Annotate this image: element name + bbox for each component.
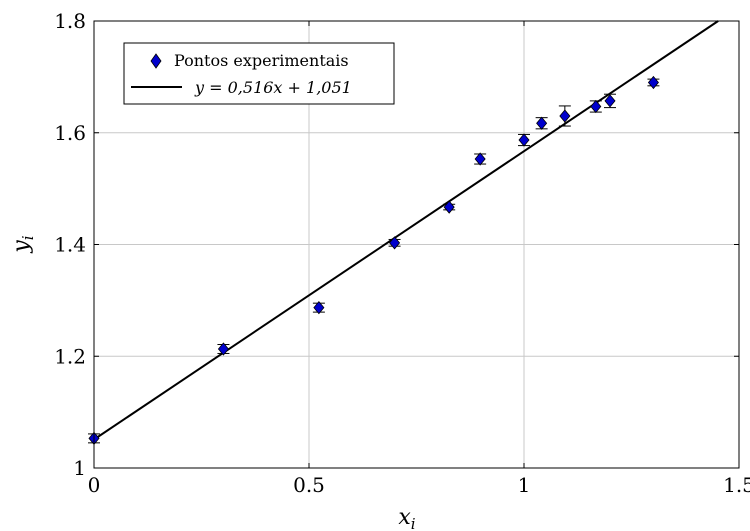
- x-tick-label: 0.5: [293, 473, 325, 497]
- diamond-marker: [443, 200, 455, 214]
- data-point: [558, 105, 571, 127]
- data-point: [647, 75, 660, 90]
- data-point: [217, 342, 230, 356]
- diamond-marker: [217, 342, 229, 356]
- y-tick-label: 1: [73, 456, 86, 480]
- legend: Pontos experimentais y = 0,516x + 1,051: [123, 42, 395, 105]
- legend-diamond-marker: [150, 53, 162, 69]
- fit-line-layer: [93, 20, 719, 441]
- y-tick-label: 1.6: [54, 121, 86, 145]
- data-point: [474, 152, 487, 166]
- y-tick-label: 1.2: [54, 344, 86, 368]
- legend-points-label: Pontos experimentais: [174, 51, 349, 70]
- diamond-marker: [590, 99, 602, 114]
- ticks: 0 0.5 1 1.5 1 1.2 1.4 1.6 1.8: [54, 9, 750, 497]
- x-axis-label-subscript: i: [411, 515, 416, 531]
- diamond-marker: [518, 133, 530, 147]
- y-axis-label-subscript: i: [19, 235, 37, 240]
- points-layer: [88, 75, 660, 446]
- data-point: [312, 301, 325, 315]
- diamond-marker: [313, 301, 325, 315]
- diamond-marker: [647, 75, 659, 90]
- diamond-marker: [604, 94, 616, 108]
- y-tick-label: 1.8: [54, 9, 86, 33]
- fit-line: [93, 20, 719, 441]
- x-tick-label: 1: [518, 473, 531, 497]
- diamond-marker: [559, 109, 571, 123]
- legend-box: [123, 42, 395, 105]
- x-tick-label: 1.5: [723, 473, 750, 497]
- y-axis-label: yi: [9, 235, 37, 253]
- data-point: [518, 133, 530, 147]
- data-point: [443, 200, 456, 214]
- diamond-marker: [536, 116, 548, 130]
- y-tick-label: 1.4: [54, 233, 86, 257]
- data-point: [388, 236, 401, 250]
- legend-line-label: y = 0,516x + 1,051: [194, 78, 352, 97]
- data-point: [604, 93, 616, 109]
- diamond-marker: [474, 152, 486, 166]
- x-tick-label: 0: [88, 473, 101, 497]
- data-point: [589, 99, 602, 114]
- diamond-marker: [389, 236, 401, 250]
- x-axis-label: xi: [398, 505, 415, 531]
- data-point: [535, 116, 548, 130]
